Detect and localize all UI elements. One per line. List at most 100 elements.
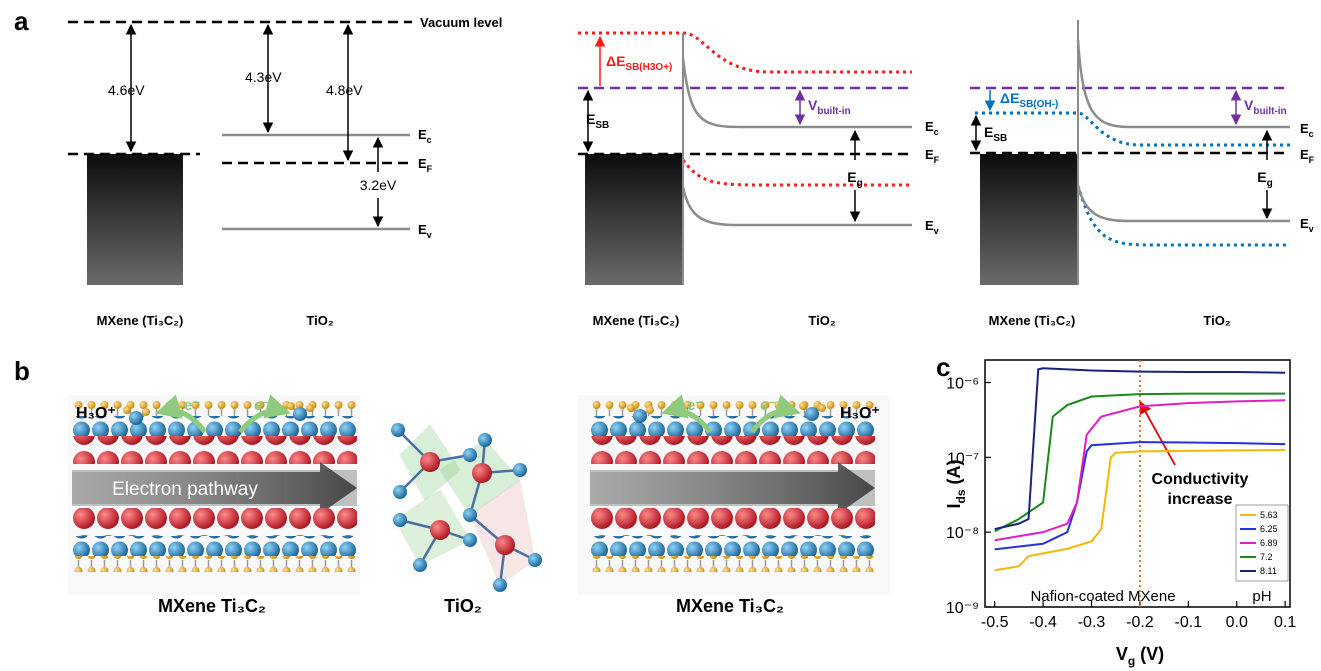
annotation-arrow: [1140, 402, 1175, 465]
conduction-band: [683, 58, 912, 127]
label-rest: (V): [1135, 644, 1164, 664]
gap-label: Eg: [847, 169, 862, 189]
label-sub: SB(OH-): [1019, 99, 1058, 110]
energy-label: 4.6eV: [108, 82, 145, 98]
level-sub: F: [934, 155, 940, 165]
level-sub: F: [427, 164, 433, 174]
label-sub: g: [1128, 654, 1135, 668]
gap-label: Eg: [1257, 169, 1272, 189]
level-sub: v: [427, 230, 432, 240]
label-base: E: [1257, 169, 1266, 185]
level-sub: F: [1309, 155, 1315, 165]
label-sub: built-in: [817, 106, 850, 117]
level-base: E: [418, 222, 427, 237]
material-label: TiO₂: [1203, 313, 1230, 328]
electron-label: e⁻: [760, 397, 776, 414]
label-sub: SB: [993, 133, 1007, 144]
metal-block: [980, 154, 1078, 285]
y-tick-label: 10⁻⁷: [947, 450, 979, 467]
material-label: MXene Ti₃C₂: [158, 596, 266, 616]
x-tick-label: 0.1: [1274, 614, 1296, 631]
material-label: TiO₂: [306, 313, 333, 328]
level-base: E: [418, 127, 427, 142]
energy-label: 4.3eV: [245, 69, 282, 85]
shifted-conduction-band: [975, 113, 1290, 145]
figure: a Vacuum level 4.6eV 4.3eV 4.8eV 3.2eV E…: [0, 0, 1321, 671]
panel-label: b: [14, 356, 30, 386]
page: {"panel_a": {"label": "a", "left": {"vac…: [0, 0, 1321, 671]
electron-label: e⁻: [254, 397, 270, 414]
annotation: increase: [1168, 491, 1233, 508]
label-sub: SB: [595, 120, 609, 131]
level-label: Ec: [925, 119, 939, 137]
chart-note: Nafion-coated MXene: [1030, 588, 1175, 605]
x-tick-label: -0.5: [981, 614, 1009, 631]
shifted-valence-band: [683, 160, 912, 185]
label-base: E: [847, 169, 856, 185]
material-label: MXene (Ti₃C₂): [593, 313, 680, 328]
valence-band: [1078, 185, 1290, 221]
level-sub: c: [1309, 129, 1314, 139]
pathway-label: Electron pathway: [112, 479, 258, 500]
legend-label: 7.2: [1260, 552, 1273, 562]
level-sub: v: [934, 226, 939, 236]
material-label: TiO₂: [808, 313, 835, 328]
level-label: EF: [418, 156, 433, 174]
y-tick-label: 10⁻⁶: [946, 376, 979, 393]
label-sub: g: [1267, 178, 1273, 189]
level-label: Ec: [418, 127, 432, 145]
label-base: ΔE: [1000, 90, 1019, 106]
tio2-crystal: [391, 423, 542, 592]
metal-block: [87, 154, 183, 285]
barrier-shift-label: ΔESB(H3O+): [606, 53, 672, 73]
level-base: E: [925, 119, 934, 134]
legend-title: pH: [1252, 588, 1271, 605]
level-base: E: [1300, 121, 1309, 136]
level-label: EF: [1300, 147, 1315, 165]
vacuum-level-label: Vacuum level: [420, 15, 502, 30]
x-tick-label: -0.3: [1078, 614, 1106, 631]
level-base: E: [925, 218, 934, 233]
level-label: EF: [925, 147, 940, 165]
level-sub: c: [934, 127, 939, 137]
barrier-shift-label: ΔESB(OH-): [1000, 90, 1058, 110]
level-sub: c: [427, 135, 432, 145]
built-in-label: Vbuilt-in: [808, 97, 851, 117]
valence-band: [683, 187, 912, 225]
energy-label: 4.8eV: [326, 82, 363, 98]
level-base: E: [925, 147, 934, 162]
level-label: Ev: [418, 222, 432, 240]
label-sub: g: [857, 178, 863, 189]
material-label: TiO₂: [444, 596, 482, 616]
level-sub: v: [1309, 224, 1314, 234]
legend-label: 8.11: [1260, 566, 1277, 576]
legend-label: 6.25: [1260, 524, 1278, 534]
ion-label: H₃O⁺: [840, 405, 880, 422]
level-base: E: [1300, 147, 1309, 162]
barrier-label: ESB: [984, 124, 1007, 144]
ion-label: H₃O⁺: [76, 405, 116, 422]
label-base: V: [1116, 644, 1128, 664]
x-tick-label: -0.2: [1126, 614, 1154, 631]
barrier-label: ESB: [586, 111, 609, 131]
level-label: Ev: [925, 218, 939, 236]
material-label: MXene (Ti₃C₂): [97, 313, 184, 328]
material-label: MXene Ti₃C₂: [676, 596, 784, 616]
x-tick-label: -0.1: [1175, 614, 1203, 631]
y-tick-label: 10⁻⁹: [946, 600, 979, 617]
built-in-label: Vbuilt-in: [1244, 97, 1287, 117]
material-label: MXene (Ti₃C₂): [989, 313, 1076, 328]
energy-label: 3.2eV: [360, 177, 397, 193]
legend-label: 6.89: [1260, 538, 1278, 548]
x-axis-label: Vg (V): [1116, 644, 1164, 668]
label-base: E: [586, 111, 595, 127]
level-base: E: [1300, 216, 1309, 231]
electron-label: e⁻: [184, 397, 200, 414]
level-label: Ev: [1300, 216, 1314, 234]
label-base: ΔE: [606, 53, 625, 69]
legend-label: 5.63: [1260, 510, 1278, 520]
label-sub: ds: [954, 489, 968, 503]
label-base: E: [984, 124, 993, 140]
level-label: Ec: [1300, 121, 1314, 139]
metal-block: [585, 154, 683, 285]
